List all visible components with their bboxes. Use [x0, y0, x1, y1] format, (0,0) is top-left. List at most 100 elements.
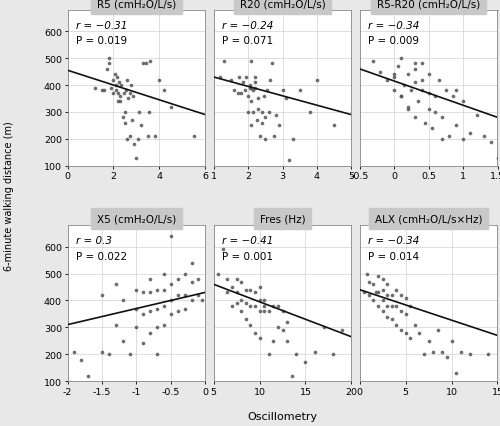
Point	[411, 115, 419, 121]
Point	[388, 316, 396, 323]
Point	[370, 297, 378, 304]
Point	[116, 98, 124, 105]
Point	[132, 305, 140, 312]
Point	[411, 322, 419, 328]
Point	[306, 109, 314, 116]
Point	[124, 96, 132, 103]
Point	[256, 308, 264, 315]
Point	[466, 131, 474, 138]
Point	[418, 88, 426, 95]
Point	[194, 292, 202, 299]
Point	[428, 125, 436, 132]
Point	[167, 311, 175, 317]
Point	[180, 271, 188, 277]
Point	[383, 77, 391, 84]
Point	[402, 295, 409, 302]
Point	[167, 104, 175, 111]
Point	[434, 327, 442, 334]
Point	[313, 77, 321, 84]
Point	[424, 337, 432, 344]
Point	[408, 88, 416, 95]
Point	[98, 292, 106, 299]
Point	[194, 276, 202, 283]
Point	[248, 85, 256, 92]
Point	[424, 90, 432, 97]
Point	[275, 123, 283, 130]
Point	[153, 324, 161, 331]
Point	[251, 80, 259, 86]
Point	[251, 289, 259, 296]
Point	[244, 93, 252, 100]
Point	[180, 305, 188, 312]
Point	[242, 316, 250, 323]
Point	[145, 109, 153, 116]
Point	[105, 55, 113, 62]
Point	[232, 276, 240, 283]
Point	[146, 289, 154, 296]
Point	[242, 75, 250, 81]
Point	[370, 58, 378, 65]
Point	[114, 98, 122, 105]
Point	[442, 88, 450, 95]
Point	[160, 287, 168, 294]
Point	[239, 80, 247, 86]
Title: X5 (cmH₂O/L/s): X5 (cmH₂O/L/s)	[97, 214, 176, 224]
Point	[126, 133, 134, 140]
Point	[363, 271, 371, 277]
Point	[254, 106, 262, 113]
Point	[126, 90, 134, 97]
Point	[452, 88, 460, 95]
Point	[411, 80, 419, 86]
Point	[432, 93, 440, 100]
Point	[220, 58, 228, 65]
Text: P = 0.014: P = 0.014	[368, 251, 419, 261]
Point	[160, 322, 168, 328]
Point	[153, 287, 161, 294]
Point	[160, 271, 168, 277]
Point	[140, 340, 147, 347]
Point	[110, 90, 118, 97]
Point	[378, 308, 386, 315]
Point	[188, 260, 196, 267]
Text: r = −0.24: r = −0.24	[222, 21, 273, 31]
Point	[242, 287, 250, 294]
Point	[274, 303, 282, 310]
Point	[244, 109, 252, 116]
Point	[121, 120, 129, 127]
Point	[121, 109, 129, 116]
Title: R20 (cmH₂O/L/s): R20 (cmH₂O/L/s)	[240, 0, 326, 9]
Point	[296, 88, 304, 95]
Point	[418, 61, 426, 68]
Point	[374, 303, 382, 310]
Point	[397, 292, 405, 299]
Point	[246, 85, 254, 92]
Point	[132, 155, 140, 162]
Point	[274, 324, 282, 331]
Text: P = 0.001: P = 0.001	[222, 251, 273, 261]
Point	[167, 297, 175, 304]
Point	[397, 55, 405, 62]
Point	[122, 88, 130, 95]
Point	[374, 289, 382, 296]
Point	[128, 117, 136, 124]
Point	[140, 289, 147, 296]
Point	[266, 77, 274, 84]
Point	[397, 327, 405, 334]
Point	[435, 77, 443, 84]
Point	[251, 303, 259, 310]
Point	[249, 88, 257, 95]
Point	[246, 303, 254, 310]
Point	[264, 351, 272, 358]
Point	[258, 120, 266, 127]
Point	[402, 311, 409, 317]
Point	[256, 335, 264, 342]
Point	[237, 297, 245, 304]
Point	[134, 136, 141, 143]
Point	[105, 61, 113, 68]
Point	[378, 297, 386, 304]
Point	[78, 357, 86, 363]
Point	[249, 109, 257, 116]
Point	[260, 308, 268, 315]
Point	[107, 85, 115, 92]
Text: r = −0.41: r = −0.41	[222, 236, 273, 246]
